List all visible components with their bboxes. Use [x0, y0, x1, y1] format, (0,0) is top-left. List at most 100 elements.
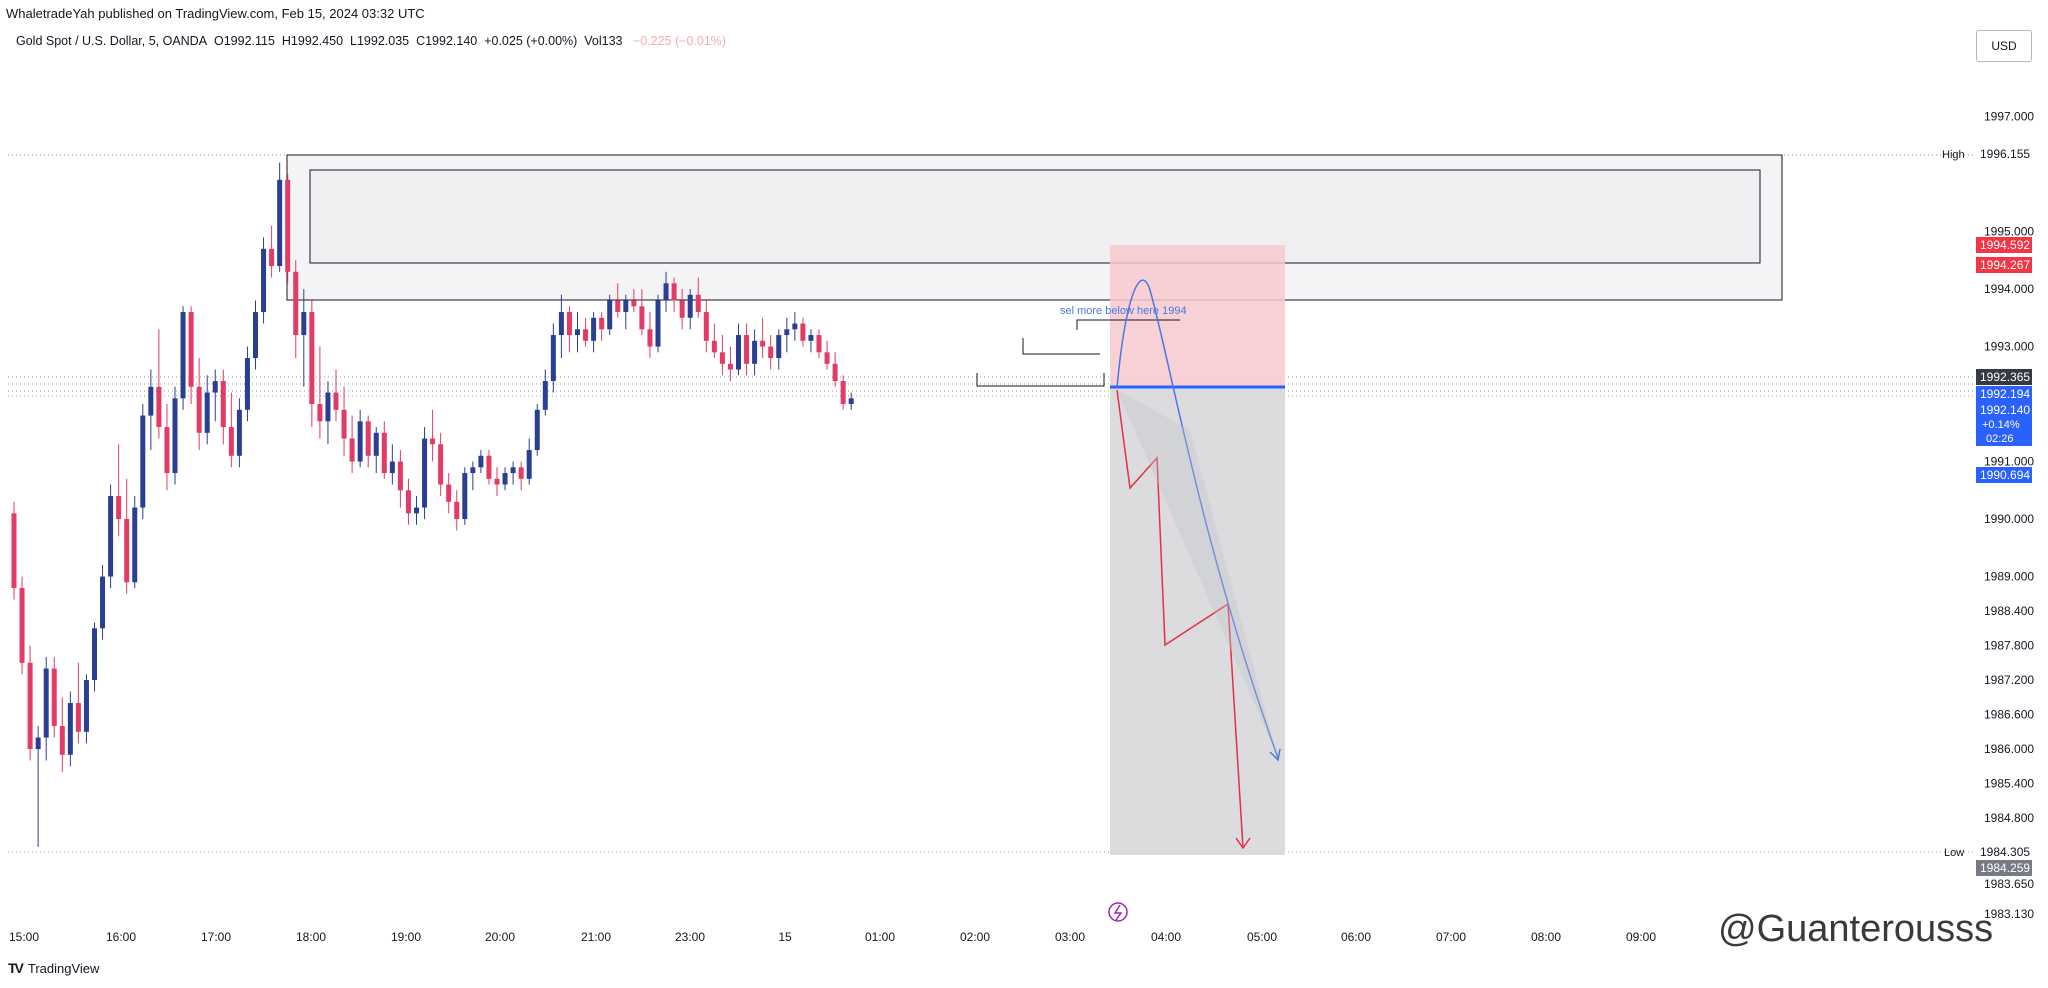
price-badge-bg: [1976, 386, 2032, 402]
candle-body: [124, 519, 130, 583]
candle-body: [792, 323, 798, 330]
candle-body: [534, 409, 540, 451]
candle-body: [550, 335, 556, 382]
annotation-text: sel more below here 1994: [1060, 305, 1187, 317]
published-caption: WhaletradeYah published on TradingView.c…: [6, 6, 425, 21]
candle-body: [164, 427, 170, 474]
candle-body: [711, 340, 717, 353]
volume-label: Vol133: [584, 34, 623, 48]
y-tick-label: 1997.000: [1984, 110, 2034, 124]
candle-body: [591, 317, 597, 341]
lightning-icon: [1108, 902, 1128, 922]
candle-body: [752, 340, 758, 364]
ohlc-high: H1992.450: [281, 34, 344, 48]
candle-body: [389, 461, 395, 474]
candle-body: [663, 283, 669, 301]
x-tick-label: 08:00: [1531, 930, 1561, 944]
symbol-name[interactable]: Gold Spot / U.S. Dollar, 5, OANDA: [16, 34, 208, 48]
tradingview-footer[interactable]: TV TradingView: [8, 960, 99, 976]
candle-body: [727, 363, 733, 370]
candle-body: [228, 427, 234, 456]
candle-body: [631, 300, 637, 307]
watermark-text: @Guanterousss: [1718, 908, 1994, 950]
projection-shade: [1117, 390, 1278, 758]
x-tick-label: 09:00: [1626, 930, 1656, 944]
candle-body: [623, 300, 629, 313]
candle-body: [832, 363, 838, 382]
current-price-value: 1992.140: [1980, 403, 2030, 417]
candle-body: [309, 312, 315, 405]
candle-body: [236, 409, 242, 456]
ohlc-close: C1992.140: [416, 34, 478, 48]
low-value: 1984.305: [1980, 845, 2030, 859]
y-tick-label: 1994.000: [1984, 282, 2034, 296]
candle-body: [454, 501, 460, 520]
candle-body: [558, 312, 564, 336]
candle-body: [518, 467, 524, 479]
volume-change: −0.225 (−0.01%): [632, 34, 727, 48]
candle-body: [19, 588, 25, 663]
candle-body: [261, 248, 267, 313]
candle-body: [220, 381, 226, 428]
candle-body: [148, 386, 154, 416]
range-box-mid: [1022, 338, 1100, 355]
candle-body: [430, 438, 436, 445]
candle-body: [156, 386, 162, 428]
tradingview-logo-icon: TV: [8, 960, 24, 976]
candle-body: [188, 312, 194, 387]
candle-body: [607, 300, 613, 330]
candle-body: [27, 662, 33, 750]
x-tick-label: 01:00: [865, 930, 895, 944]
y-tick-label: 1983.130: [1984, 907, 2034, 921]
range-box-lower: [976, 373, 1105, 387]
y-tick-label: 1987.800: [1984, 639, 2034, 653]
y-tick-label: 1986.600: [1984, 708, 2034, 722]
x-tick-label: 16:00: [106, 930, 136, 944]
candle-body: [253, 312, 258, 359]
x-tick-label: 03:00: [1055, 930, 1085, 944]
x-tick-label: 06:00: [1341, 930, 1371, 944]
candle-body: [108, 496, 114, 577]
candle-body: [397, 461, 403, 491]
candle-body: [615, 300, 621, 313]
candle-body: [43, 668, 49, 738]
ohlc-change: +0.025 (+0.00%): [484, 34, 578, 48]
candle-body: [341, 409, 347, 439]
candle-body: [599, 317, 605, 330]
x-tick-label: 15:00: [9, 930, 39, 944]
candle-body: [100, 576, 106, 629]
candle-body: [269, 248, 275, 267]
candle-body: [301, 312, 307, 336]
symbol-legend: Gold Spot / U.S. Dollar, 5, OANDA O1992.…: [16, 34, 726, 48]
price-badge: 1992.365: [1980, 370, 2030, 384]
candle-body: [679, 300, 685, 318]
candle-body: [639, 306, 645, 330]
candle-body: [285, 179, 291, 272]
candle-body: [542, 381, 548, 410]
price-badge-bg: [1976, 237, 2032, 253]
blue-projection-path: [1116, 279, 1279, 759]
x-tick-label: 17:00: [201, 930, 231, 944]
candle-body: [438, 444, 444, 485]
candle-body: [92, 628, 97, 681]
x-tick-label: 02:00: [960, 930, 990, 944]
candle-body: [583, 329, 589, 341]
current-price-countdown: 02:26: [1986, 433, 2014, 445]
candle-body: [808, 335, 814, 341]
candle-body: [11, 513, 17, 589]
x-tick-label: 19:00: [391, 930, 421, 944]
y-tick-label: 1991.000: [1984, 455, 2034, 469]
price-badge: 1992.194: [1980, 387, 2030, 401]
lightning-bolt-icon: [1113, 904, 1123, 921]
low-label: Low: [1944, 847, 1964, 859]
currency-button[interactable]: USD: [1976, 30, 2032, 62]
candle-body: [293, 271, 299, 336]
candle-body: [414, 507, 419, 514]
y-tick-label: 1987.200: [1984, 673, 2034, 687]
candle-body: [800, 323, 806, 341]
y-tick-label: 1993.000: [1984, 340, 2034, 354]
x-tick-label: 15: [778, 930, 792, 944]
candle-body: [83, 680, 89, 732]
tradingview-brand: TradingView: [27, 960, 100, 976]
